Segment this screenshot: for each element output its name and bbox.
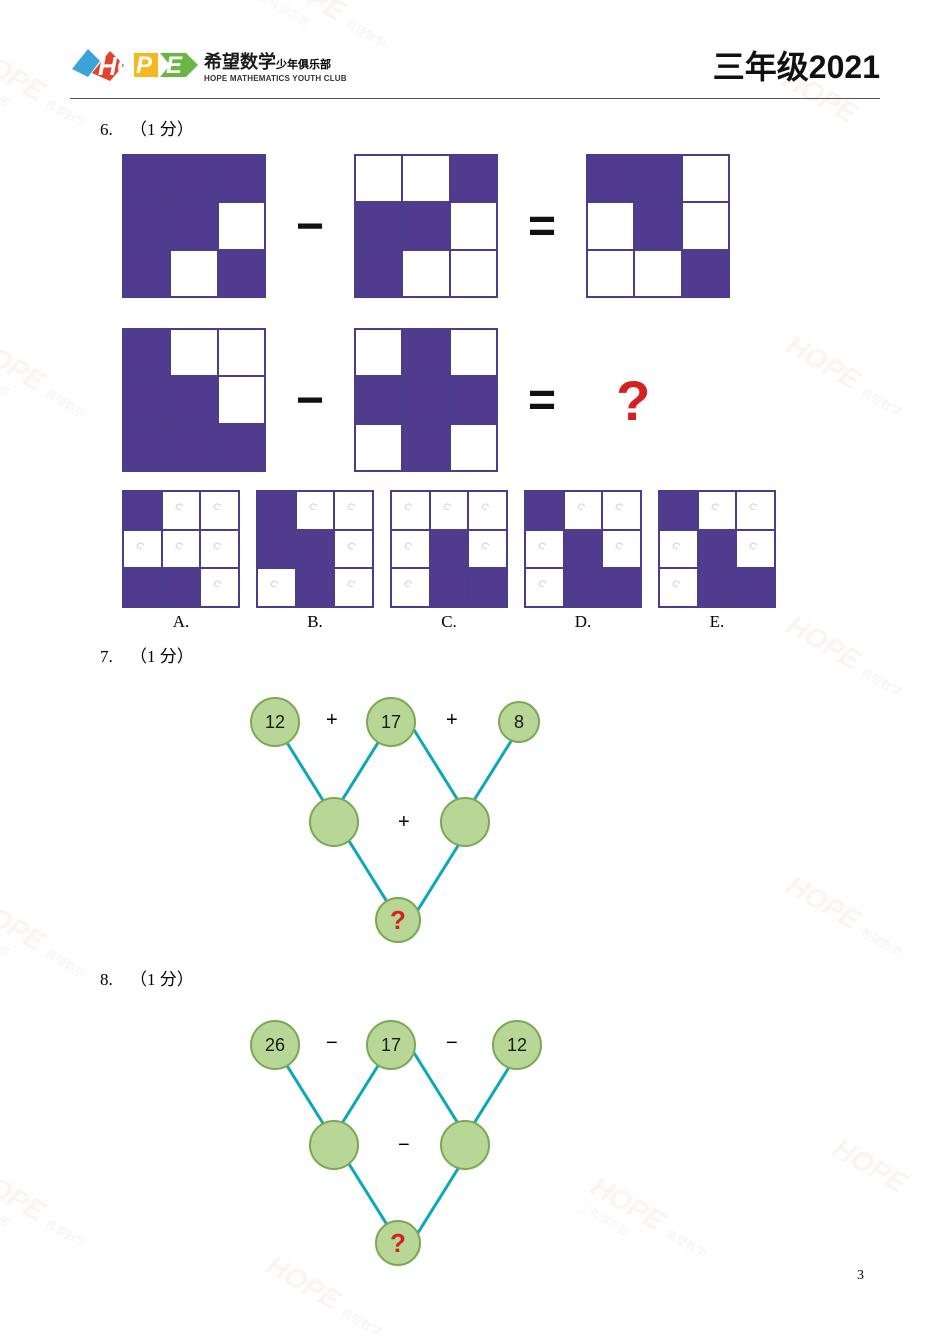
q8-node-mid-r [440,1120,490,1170]
q6-eq1: − = [122,154,860,298]
q8-node-3: 12 [492,1020,542,1070]
q6-eq1-grid-c [586,154,730,298]
q8-label: 8.（1 分） [100,965,860,990]
q6-label: 6.（1 分） [100,115,860,140]
q7-node-mid-l [309,797,359,847]
logo-en: HOPE MATHEMATICS YOUTH CLUB [204,74,347,83]
header-divider [70,98,880,99]
q6-option-e: CCCCC [658,490,776,608]
question-mark: ? [586,368,650,433]
q7-node-mid-r [440,797,490,847]
q8-node-1: 26 [250,1020,300,1070]
minus-op: − [398,1134,410,1157]
q8-result: ? [375,1220,421,1266]
q7-result: ? [375,897,421,943]
svg-text:HO: HO [98,51,137,81]
q7-node-1: 12 [250,697,300,747]
q6-option-a: CCCCCC [122,490,240,608]
q8-node-2: 17 [366,1020,416,1070]
q6-option-d: CCCCC [524,490,642,608]
plus-op: + [446,709,458,732]
equals-op: = [498,373,586,428]
q8-node-mid-l [309,1120,359,1170]
equals-op: = [498,199,586,254]
page-number: 3 [857,1268,864,1284]
q6-option-b: CCCCC [256,490,374,608]
q7-diagram: 12 + 17 + 8 + ? [220,677,600,957]
q7-node-3: 8 [498,701,540,743]
minus-op: − [326,1032,338,1055]
q6-eq1-grid-a [122,154,266,298]
q6-eq2: − = ? [122,328,860,472]
q6-option-labels: A. B. C. D. E. [122,612,860,632]
plus-op: + [326,709,338,732]
svg-text:P: P [136,52,153,79]
q7-label: 7.（1 分） [100,642,860,667]
q6-option-c: CCCCCC [390,490,508,608]
q6-eq2-grid-b [354,328,498,472]
minus-op: − [266,199,354,254]
minus-op: − [266,373,354,428]
plus-op: + [398,811,410,834]
q6-eq1-grid-b [354,154,498,298]
logo-cn: 希望数学少年俱乐部 [204,48,347,74]
q6-eq2-grid-a [122,328,266,472]
svg-text:E: E [166,52,183,79]
minus-op: − [446,1032,458,1055]
header-title: 三年级2021 [713,42,880,88]
page-header: HO P E 希望数学少年俱乐部 HOPE MATHEMATICS YOUTH … [0,30,950,100]
q8-diagram: 26 − 17 − 12 − ? [220,1000,600,1280]
logo: HO P E 希望数学少年俱乐部 HOPE MATHEMATICS YOUTH … [70,41,347,89]
q6-options: CCCCCC CCCCC CCCCCC CCCCC CCCCC [122,490,860,608]
q7-node-2: 17 [366,697,416,747]
logo-mark-icon: HO P E [70,41,200,89]
